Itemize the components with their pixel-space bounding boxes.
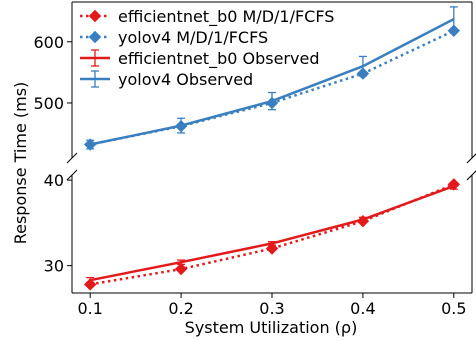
y-axis-title: Response Time (ms) [11,82,30,245]
legend-label-yolov4-observed: yolov4 Observed [118,70,253,89]
x-tick-label: 0.2 [168,299,193,318]
x-tick-label: 0.4 [350,299,375,318]
upper-y-tick-label: 600 [33,33,64,52]
x-tick-label: 0.5 [441,299,466,318]
legend-label-yolov4-m-d-1-fcfs: yolov4 M/D/1/FCFS [118,28,268,47]
legend-label-efficientnet-b0-m-d-1-fcfs: efficientnet_b0 M/D/1/FCFS [118,7,334,27]
x-tick-label: 0.1 [77,299,102,318]
lower-panel: 30 40 [44,170,476,293]
legend-marker-efficientnet-b0-m-d-1-fcfs [90,11,101,22]
efficientnet-b0-observed-line [90,186,454,280]
lower-y-tick-label: 40 [44,171,64,190]
x-axis-title: System Utilization (ρ) [185,318,358,337]
legend-marker-yolov4-m-d-1-fcfs [90,32,101,43]
legend-label-efficientnet-b0-observed: efficientnet_b0 Observed [118,49,319,69]
x-tick-label: 0.3 [259,299,284,318]
lower-y-tick-label: 30 [44,257,64,276]
upper-y-tick-label: 500 [33,94,64,113]
upper-panel: 500 600 [33,2,476,163]
x-axis: 0.1 0.2 0.3 0.4 0.5 [77,293,466,318]
efficientnet-b0-m-d-1-fcfs-point [176,264,187,275]
